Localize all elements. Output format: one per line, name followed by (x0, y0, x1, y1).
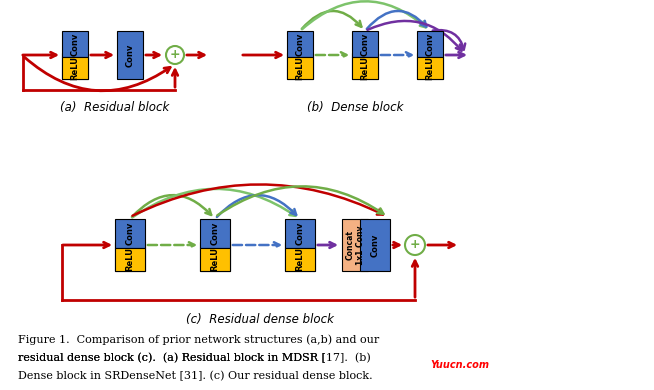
Text: ReLU: ReLU (296, 56, 305, 80)
FancyBboxPatch shape (115, 243, 145, 271)
FancyBboxPatch shape (417, 31, 443, 57)
Text: ReLU: ReLU (71, 56, 80, 80)
Text: ReLU: ReLU (296, 247, 305, 271)
Text: Figure 1.  Comparison of prior network structures (a,b) and our: Figure 1. Comparison of prior network st… (18, 335, 379, 345)
FancyBboxPatch shape (287, 31, 313, 57)
Text: residual dense block (c).  (a) Residual block in MDSR [: residual dense block (c). (a) Residual b… (18, 353, 326, 363)
FancyBboxPatch shape (200, 219, 230, 248)
Text: Conv: Conv (426, 32, 434, 56)
FancyBboxPatch shape (352, 31, 378, 57)
FancyBboxPatch shape (115, 219, 145, 248)
FancyBboxPatch shape (352, 57, 378, 79)
Text: Conv: Conv (371, 233, 379, 257)
Text: Conv: Conv (296, 32, 305, 56)
FancyBboxPatch shape (62, 31, 88, 57)
Text: Conv: Conv (296, 222, 305, 245)
Text: Conv: Conv (126, 222, 135, 245)
FancyBboxPatch shape (62, 53, 88, 79)
FancyBboxPatch shape (115, 248, 145, 271)
FancyBboxPatch shape (417, 57, 443, 79)
FancyBboxPatch shape (200, 243, 230, 271)
Text: ReLU: ReLU (126, 247, 135, 271)
Text: Dense block in SRDenseNet [31]. (c) Our residual dense block.: Dense block in SRDenseNet [31]. (c) Our … (18, 371, 373, 381)
Text: ReLU: ReLU (211, 247, 220, 271)
FancyBboxPatch shape (417, 53, 443, 79)
Text: Yuucn.com: Yuucn.com (430, 360, 489, 370)
Text: Conv: Conv (360, 32, 370, 56)
Text: ReLU: ReLU (426, 56, 434, 80)
Text: (a)  Residual block: (a) Residual block (60, 101, 169, 115)
Text: Conv: Conv (126, 43, 135, 67)
Text: ReLU: ReLU (360, 56, 370, 80)
FancyBboxPatch shape (342, 219, 368, 271)
FancyBboxPatch shape (287, 57, 313, 79)
FancyBboxPatch shape (360, 219, 390, 271)
FancyBboxPatch shape (285, 243, 315, 271)
FancyBboxPatch shape (62, 57, 88, 79)
Text: (b)  Dense block: (b) Dense block (307, 101, 403, 115)
Text: +: + (409, 239, 421, 252)
Text: (c)  Residual dense block: (c) Residual dense block (186, 314, 334, 326)
FancyBboxPatch shape (352, 53, 378, 79)
Text: residual dense block (c).  (a) Residual block in MDSR [17].  (b): residual dense block (c). (a) Residual b… (18, 353, 371, 363)
FancyBboxPatch shape (200, 248, 230, 271)
Text: Conv: Conv (71, 32, 80, 56)
FancyBboxPatch shape (285, 219, 315, 248)
Text: Concat
1x1 Conv: Concat 1x1 Conv (345, 225, 365, 265)
FancyBboxPatch shape (285, 248, 315, 271)
FancyBboxPatch shape (287, 53, 313, 79)
Text: Conv: Conv (211, 222, 220, 245)
Text: +: + (169, 48, 181, 62)
FancyBboxPatch shape (117, 31, 143, 79)
